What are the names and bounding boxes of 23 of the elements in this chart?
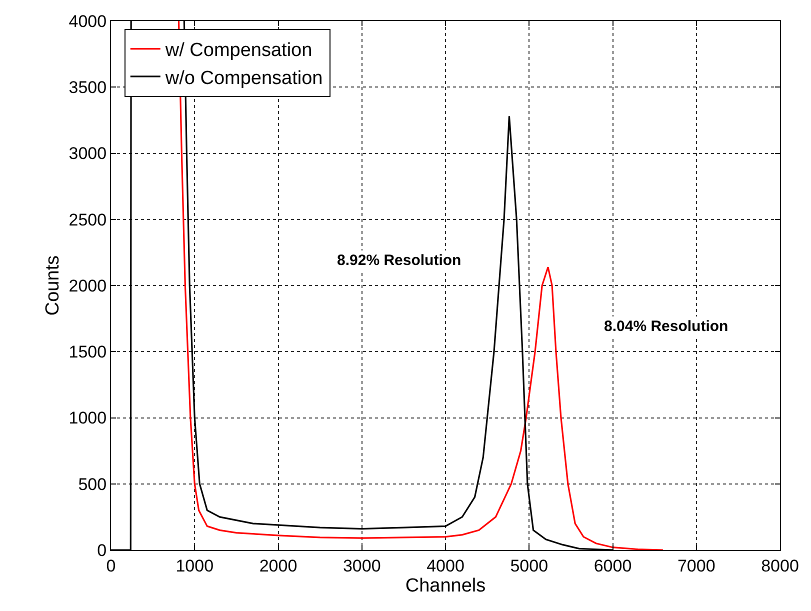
x-tick-label: 2000 — [259, 556, 298, 576]
x-tick-label: 6000 — [594, 556, 632, 576]
x-tick-label: 5000 — [510, 556, 548, 576]
y-tick-label: 1000 — [68, 408, 107, 428]
y-tick-label: 0 — [97, 540, 107, 560]
legend-label: w/ Compensation — [164, 40, 312, 62]
legend-label: w/o Compensation — [164, 68, 323, 89]
annotation: 8.92% Resolution — [337, 252, 462, 269]
x-axis-title: Channels — [405, 575, 486, 596]
x-tick-label: 3000 — [342, 556, 381, 576]
y-axis-title: Counts — [42, 255, 64, 316]
x-tick-label: 1000 — [176, 556, 214, 576]
y-tick-label: 3500 — [68, 78, 107, 98]
y-tick-label: 2000 — [68, 276, 107, 296]
annotation: 8.04% Resolution — [604, 318, 728, 335]
y-tick-label: 3000 — [68, 144, 107, 164]
x-tick-label: 8000 — [761, 556, 799, 576]
x-tick-label: 4000 — [426, 556, 464, 576]
y-tick-label: 4000 — [68, 12, 107, 31]
y-tick-label: 2500 — [68, 210, 107, 230]
y-tick-label: 500 — [78, 474, 107, 494]
y-tick-label: 1500 — [68, 342, 107, 362]
x-tick-label: 7000 — [677, 556, 716, 576]
